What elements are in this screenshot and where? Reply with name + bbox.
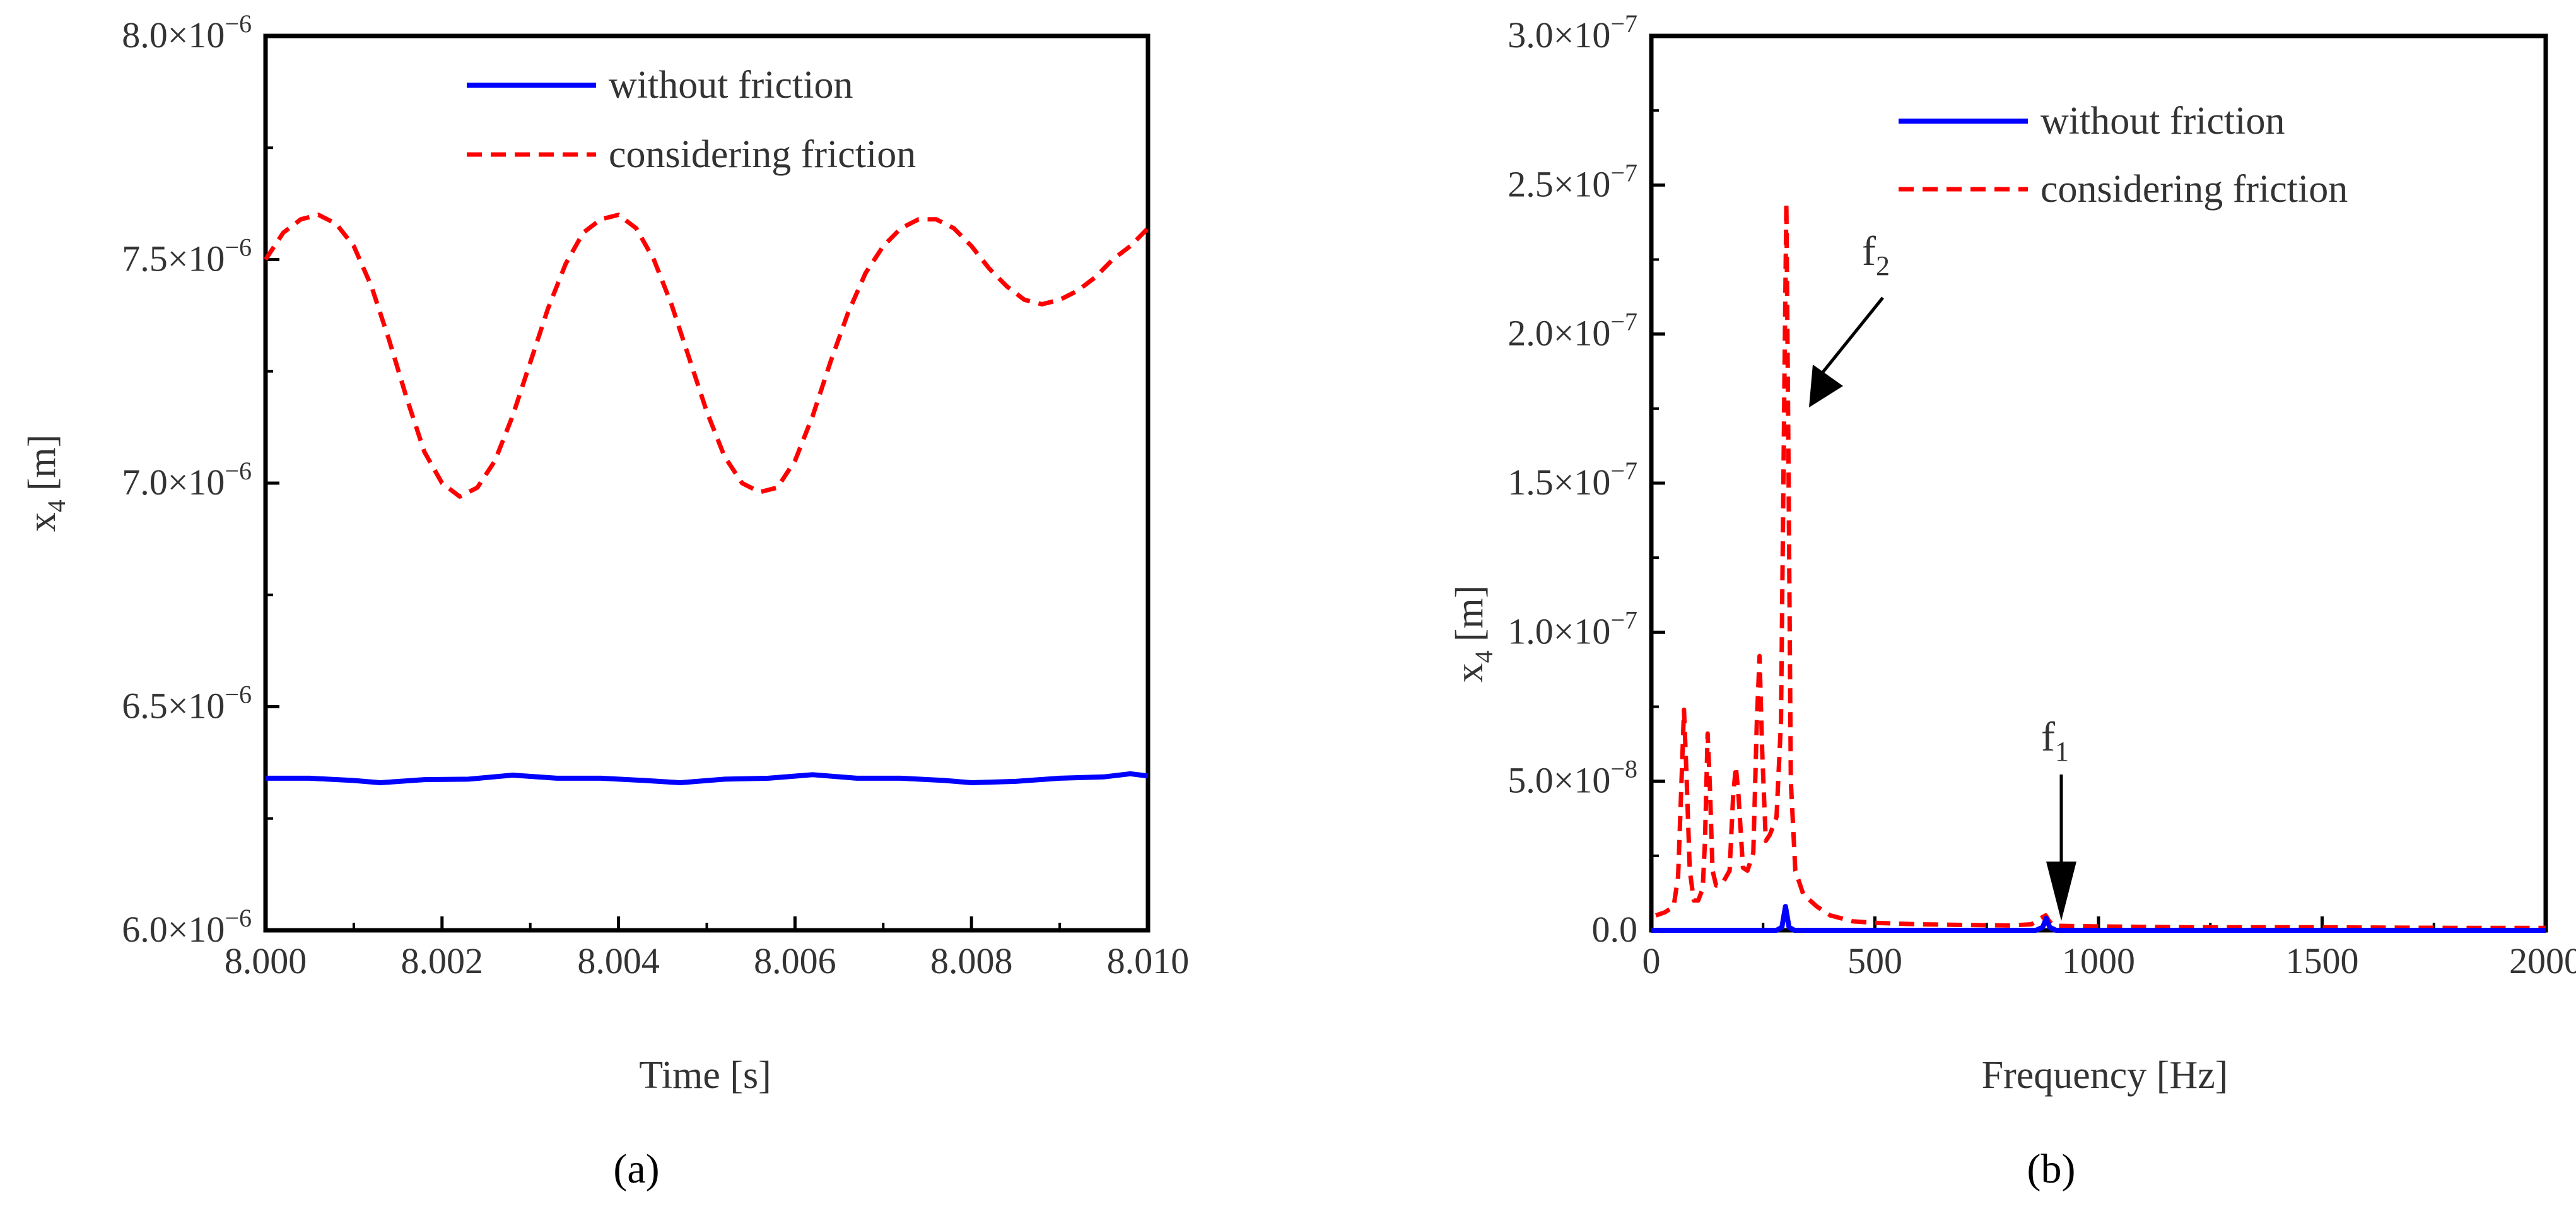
annotation-f2-label: f2: [1862, 228, 1890, 281]
panel-b-series-without-friction: [1651, 904, 2546, 933]
panel-b-y-tick-label: 1.5×10−7: [1508, 457, 1637, 503]
panel-b-x-tick-label: 0: [1642, 940, 1661, 981]
annotation-f2-arrowhead: [1809, 365, 1843, 407]
panel-a-series-considering-friction: [264, 213, 1150, 499]
panel-a-x-tick-label: 8.000: [225, 940, 307, 981]
panel-b-legend-label-considering-friction: considering friction: [2040, 168, 2348, 211]
panel-b-frequency-spectrum: 0 500 1000 1500 2000 0.0 5.0×10−8 1.0×10−7 1.5×1…: [1448, 9, 2576, 1192]
panel-a-ticks: 8.000 8.002 8.004 8.006 8.008 8.010 6.0×10−6 6.…: [122, 9, 1189, 981]
panel-a-legend-label-without-friction: without friction: [609, 64, 853, 107]
panel-a-series: [264, 213, 1150, 785]
panel-b-y-tick-label: 2.0×10−7: [1508, 308, 1637, 354]
panel-b-x-tick-label: 2000: [2509, 940, 2576, 981]
panel-b-x-axis-title: Frequency [Hz]: [1982, 1054, 2228, 1097]
annotation-f1: f1: [2041, 714, 2076, 921]
panel-a-y-tick-label: 6.5×10−6: [122, 681, 252, 727]
panel-a-x-tick-label: 8.008: [930, 940, 1013, 981]
annotation-f2-arrow-line: [1817, 296, 1884, 380]
panel-a-x-tick-label: 8.010: [1107, 940, 1190, 981]
annotation-f1-arrowhead: [2046, 862, 2076, 921]
annotation-f2: f2: [1809, 228, 1890, 407]
panel-b-y-tick-label: 3.0×10−7: [1508, 9, 1637, 56]
panel-a-y-tick-label: 6.0×10−6: [122, 904, 252, 950]
panel-b-x-tick-label: 1000: [2062, 940, 2135, 981]
panel-b-y-axis-title: x4[m]: [1448, 585, 1498, 683]
panel-b-y-tick-label: 1.0×10−7: [1508, 605, 1637, 652]
panel-a-x-tick-label: 8.004: [577, 940, 660, 981]
panel-a-x-tick-label: 8.006: [754, 940, 836, 981]
panel-b-x-tick-label: 500: [1847, 940, 1902, 981]
panel-a-y-tick-label: 7.5×10−6: [122, 233, 252, 279]
panel-b-legend-label-without-friction: without friction: [2040, 100, 2285, 143]
panel-a-x-axis-title: Time [s]: [639, 1054, 771, 1097]
panel-b-y-tick-label: 5.0×10−8: [1508, 755, 1637, 801]
panel-a-label: (a): [613, 1146, 659, 1192]
panel-b-ticks: 0 500 1000 1500 2000 0.0 5.0×10−8 1.0×10−7 1.5×1…: [1508, 9, 2576, 981]
panel-b-x-tick-label: 1500: [2286, 940, 2359, 981]
panel-b-legend: without friction considering friction: [1899, 100, 2348, 211]
panel-b-label: (b): [2027, 1146, 2076, 1192]
panel-a-legend-label-considering-friction: considering friction: [609, 133, 916, 176]
panel-a-time-response: 8.000 8.002 8.004 8.006 8.008 8.010 6.0×10−6 6.…: [21, 9, 1189, 1192]
panel-a-series-without-friction: [266, 771, 1149, 785]
panel-b-y-tick-label: 0.0: [1592, 909, 1638, 950]
panel-a-legend: without friction considering friction: [467, 64, 916, 176]
panel-b-series-considering-friction: [1654, 201, 2546, 930]
panel-a-x-tick-label: 8.002: [401, 940, 484, 981]
panel-b-y-tick-label: 2.5×10−7: [1508, 158, 1637, 204]
annotation-f1-label: f1: [2041, 714, 2069, 767]
panel-a-y-axis-title: x4[m]: [21, 435, 71, 532]
panel-a-y-tick-label: 8.0×10−6: [122, 9, 252, 56]
panel-b-series: [1651, 201, 2546, 933]
panel-a-y-tick-label: 7.0×10−6: [122, 457, 252, 503]
